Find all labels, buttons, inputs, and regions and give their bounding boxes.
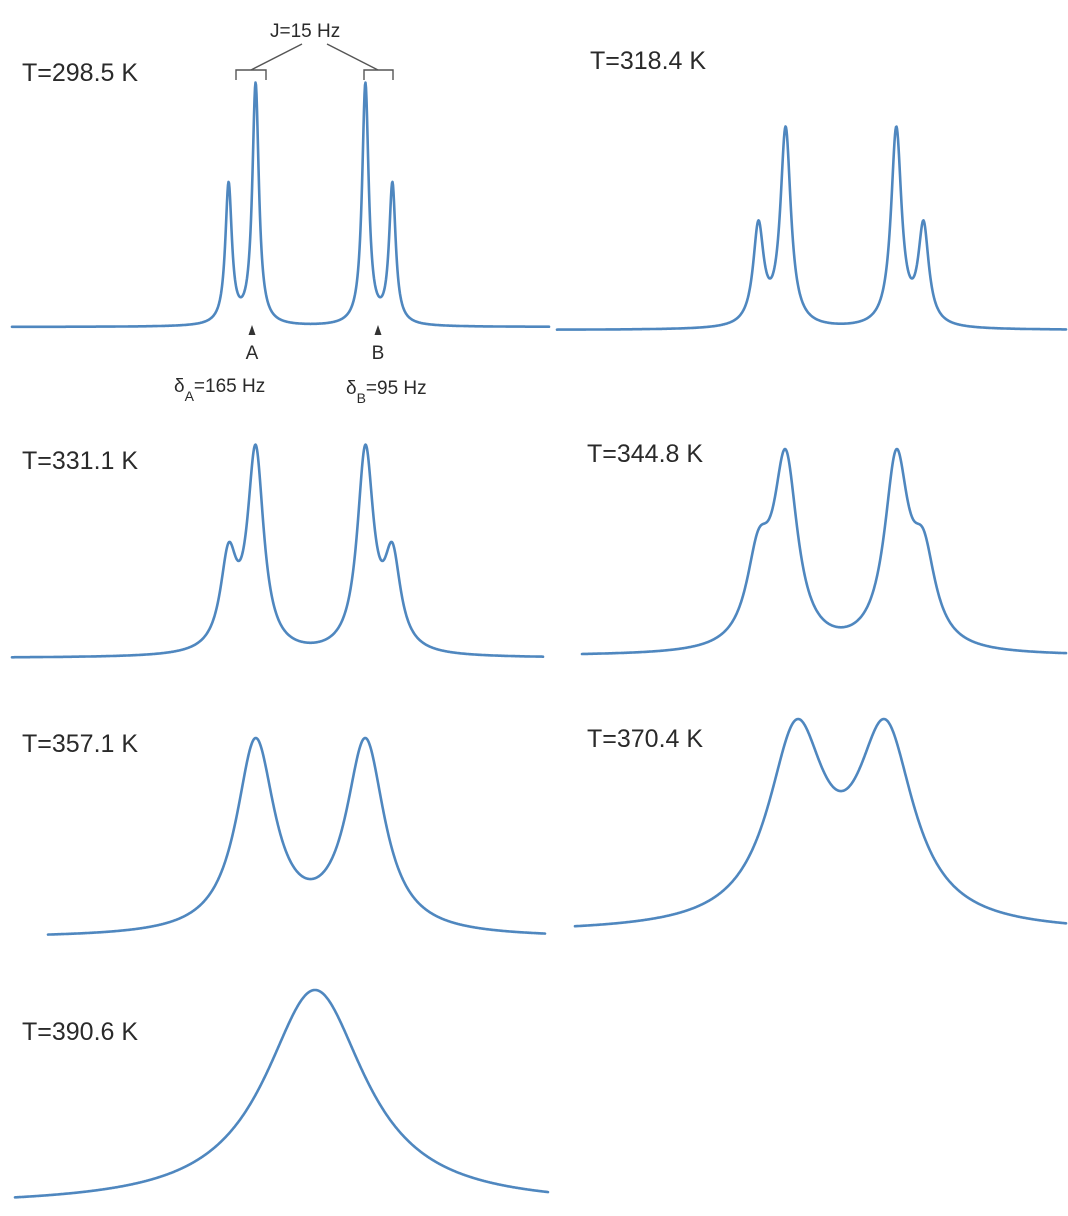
- peak-a-label: A: [246, 343, 259, 364]
- temperature-label: T=318.4 K: [590, 47, 706, 75]
- bracket-a: [235, 69, 267, 80]
- panel-3: T=331.1 K: [10, 443, 545, 659]
- shift-a-label: δA=165 Hz: [174, 376, 265, 404]
- panel-2: T=318.4 K: [555, 47, 1068, 331]
- panel-7: T=390.6 K: [13, 988, 550, 1199]
- shift-b-label: δB=95 Hz: [346, 378, 427, 406]
- spectrum-trace: [555, 125, 1068, 331]
- spectrum-trace: [573, 717, 1068, 928]
- delta-symbol: δ: [346, 378, 357, 399]
- shift-value: =95 Hz: [366, 378, 427, 399]
- spectrum-trace: [10, 443, 545, 659]
- panel-5: T=357.1 K: [22, 730, 547, 936]
- delta-symbol: δ: [174, 376, 185, 397]
- peak-b-label: B: [372, 343, 385, 364]
- temperature-label: T=298.5 K: [22, 59, 138, 87]
- spectrum-trace: [46, 736, 547, 936]
- coupling-annotation: J=15 Hz: [235, 21, 394, 80]
- spectrum-trace: [580, 447, 1068, 656]
- temperature-label: T=357.1 K: [22, 730, 138, 758]
- bracket-b: [363, 69, 394, 80]
- temperature-label: T=390.6 K: [22, 1018, 138, 1046]
- delta-subscript: B: [357, 390, 366, 406]
- panel-4: T=344.8 K: [580, 440, 1068, 656]
- shift-markers: A B δA=165 Hz δB=95 Hz: [174, 325, 427, 406]
- leader-line: [326, 43, 379, 71]
- panel-6: T=370.4 K: [573, 717, 1068, 928]
- spectrum-trace: [10, 81, 551, 329]
- arrow-b-icon: [374, 325, 382, 335]
- delta-subscript: A: [185, 388, 195, 404]
- temperature-label: T=370.4 K: [587, 725, 703, 753]
- shift-value: =165 Hz: [194, 376, 265, 397]
- leader-line: [250, 43, 303, 71]
- spectrum-trace: [13, 988, 550, 1199]
- temperature-label: T=344.8 K: [587, 440, 703, 468]
- arrow-a-icon: [248, 325, 256, 335]
- panel-1: T=298.5 K: [10, 59, 551, 329]
- coupling-constant-label: J=15 Hz: [270, 21, 340, 42]
- temperature-label: T=331.1 K: [22, 447, 138, 475]
